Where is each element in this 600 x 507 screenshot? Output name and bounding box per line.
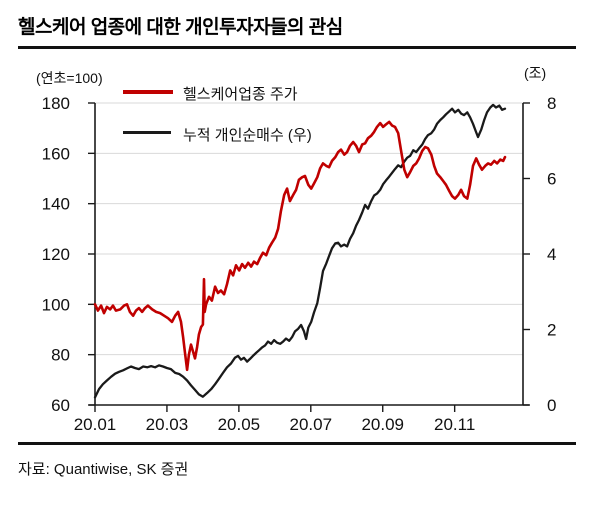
x-tick-label: 20.09 [361,415,404,434]
y-tick-label-left: 140 [42,195,70,214]
price-series-label: 헬스케어업종 주가 [183,86,298,103]
left-axis-unit-label: (연초=100) [36,70,103,86]
y-tick-label-left: 100 [42,295,70,314]
y-tick-label-right: 4 [547,245,556,264]
y-tick-label-right: 6 [547,170,556,189]
y-tick-label-left: 120 [42,245,70,264]
series-line-price [93,120,507,372]
netbuy-series-label: 누적 개인순매수 (우) [183,127,312,144]
y-tick-label-left: 80 [51,346,70,365]
y-tick-label-right: 2 [547,321,556,340]
x-tick-label: 20.03 [146,415,189,434]
bottom-divider [18,442,576,445]
page-title: 헬스케어 업종에 대한 개인투자자들의 관심 [18,17,343,38]
y-tick-label-left: 60 [51,396,70,415]
price-series-swatch [123,90,173,94]
y-tick-label-left: 180 [42,94,70,113]
source-note: 자료: Quantiwise, SK 증권 [18,461,189,478]
netbuy-series-swatch [123,131,171,134]
x-tick-label: 20.07 [290,415,333,434]
x-tick-label: 20.11 [434,415,475,434]
y-tick-label-left: 160 [42,144,70,163]
y-tick-label-right: 8 [547,94,556,113]
right-axis-unit-label: (조) [524,65,547,81]
y-tick-label-right: 0 [547,396,556,415]
series-line-netbuy [93,103,507,399]
x-tick-label: 20.05 [218,415,261,434]
x-tick-label: 20.01 [74,415,117,434]
title-divider [18,46,576,49]
